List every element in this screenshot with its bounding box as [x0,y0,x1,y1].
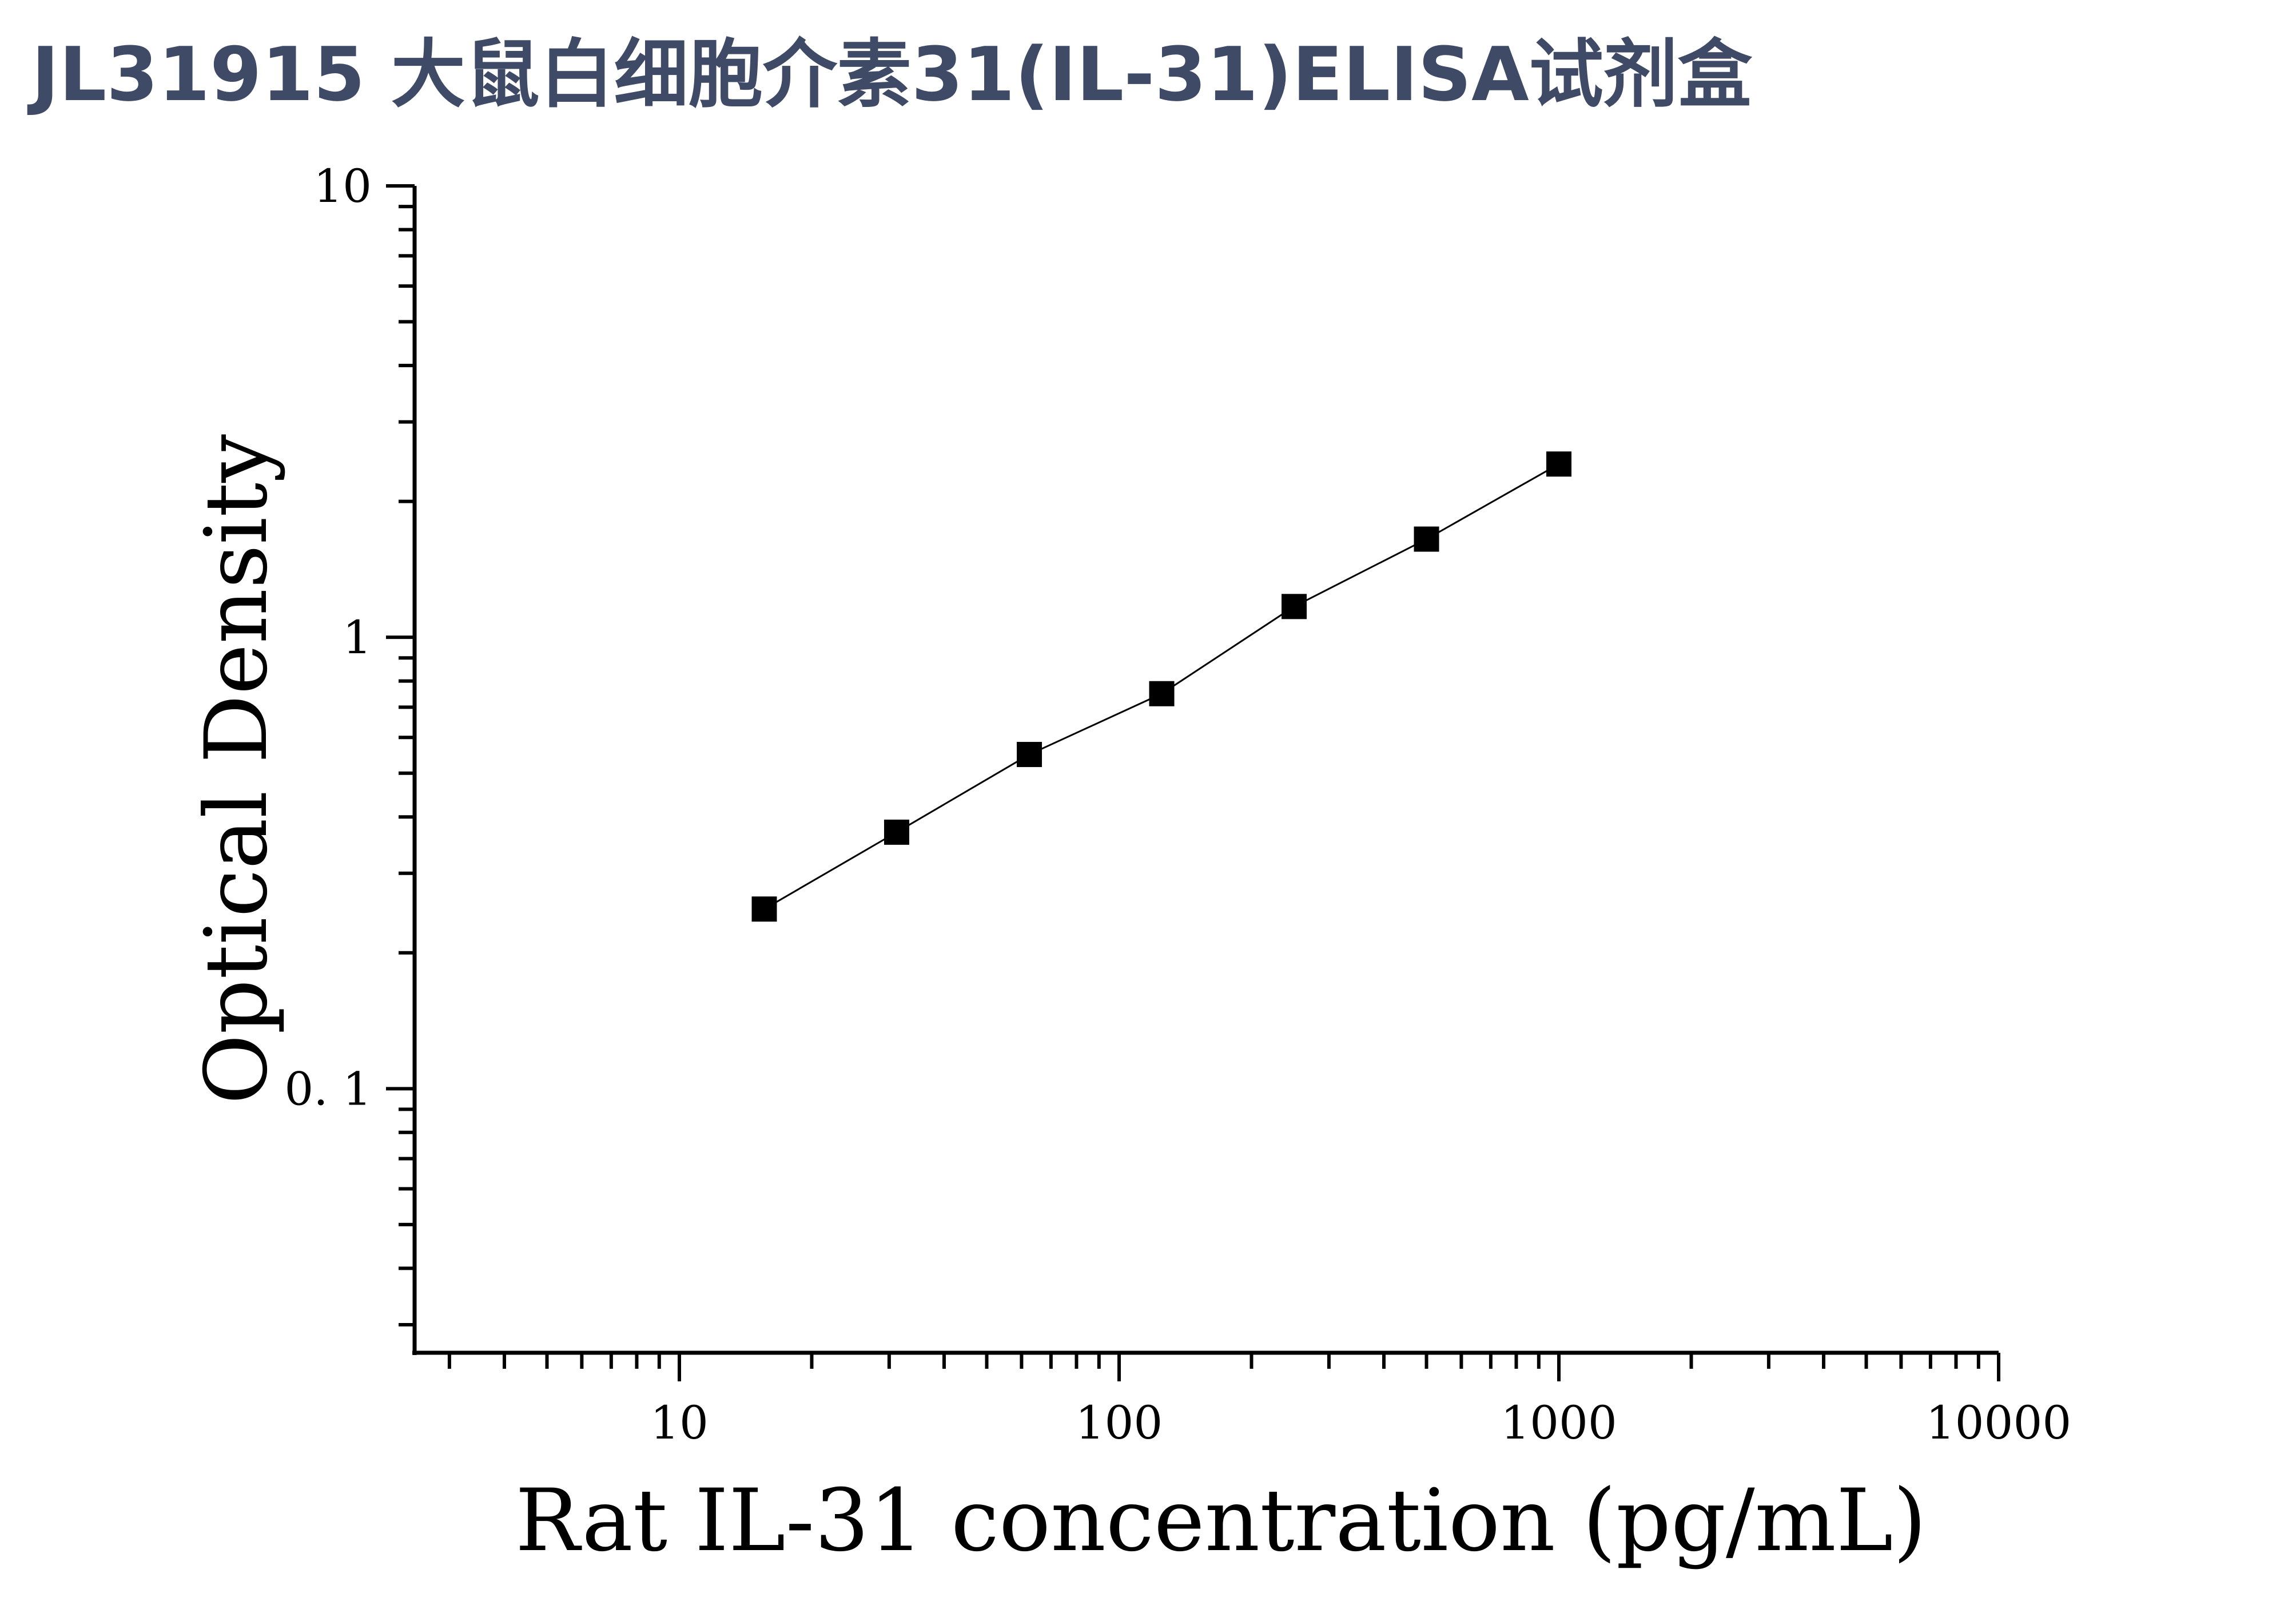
x-tick-label: 10000 [1926,1396,2072,1449]
data-point [1149,681,1175,706]
y-tick-label: 0. 1 [284,1062,372,1115]
y-axis-title: Optical Density [187,434,286,1105]
chart-title: JL31915 大鼠白细胞介素31(IL-31)ELISA试剂盒 [27,31,1753,118]
x-tick-label: 1000 [1501,1396,1617,1449]
x-axis-ticks: 10 100 1000 10000 [447,1353,2072,1449]
data-point [884,819,909,845]
data-point [1546,451,1571,477]
data-point [1414,526,1439,552]
data-point [1282,594,1307,619]
x-tick-label: 10 [650,1396,709,1449]
x-tick-label: 100 [1076,1396,1163,1449]
y-axis-ticks: 0. 1 1 10 [284,160,415,1326]
data-points [751,451,1571,922]
y-tick-label: 10 [313,160,372,213]
data-point [751,896,777,922]
y-tick-label: 1 [343,611,372,664]
x-axis-title: Rat IL-31 concentration (pg/mL) [515,1471,1927,1571]
axes [412,186,1999,1355]
data-point [1017,742,1042,768]
